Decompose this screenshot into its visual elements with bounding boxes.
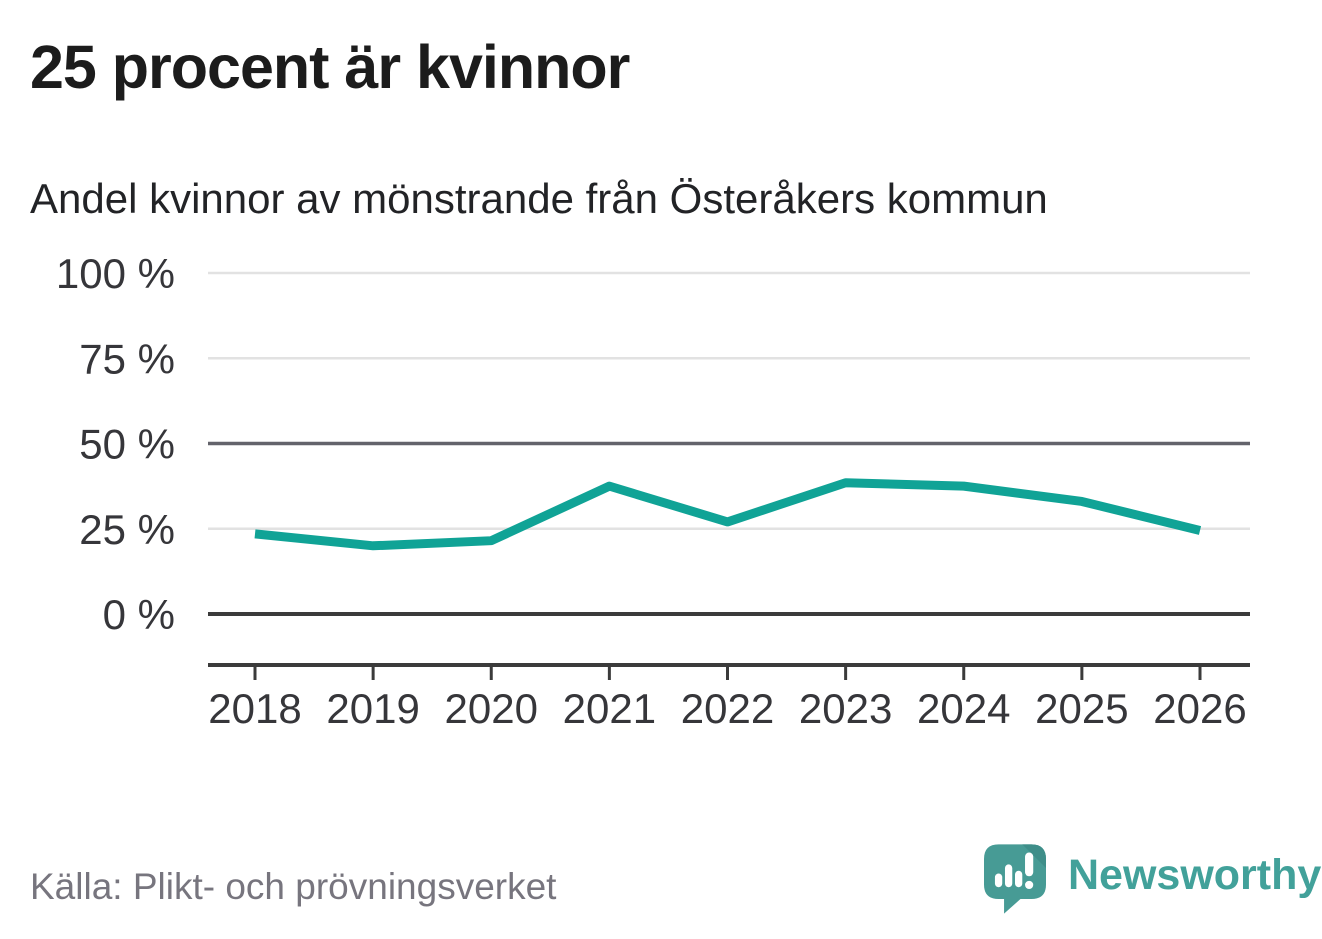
y-tick-label: 75 % <box>79 335 175 382</box>
x-tick-label: 2022 <box>681 685 774 732</box>
y-tick-label: 100 % <box>56 250 175 297</box>
y-tick-label: 0 % <box>103 591 175 638</box>
source-text: Källa: Plikt- och prövningsverket <box>30 866 557 907</box>
newsworthy-logo: Newsworthy <box>984 844 1321 914</box>
newsworthy-logo-icon <box>984 844 1046 914</box>
chart-subtitle: Andel kvinnor av mönstrande från Österåk… <box>30 175 1048 222</box>
x-tick-label: 2018 <box>208 685 301 732</box>
x-tick-label: 2023 <box>799 685 892 732</box>
y-tick-label: 50 % <box>79 421 175 468</box>
x-tick-label: 2024 <box>917 685 1010 732</box>
y-tick-label: 25 % <box>79 506 175 553</box>
x-tick-label: 2019 <box>326 685 419 732</box>
page-title: 25 procent är kvinnor <box>30 33 630 101</box>
x-tick-label: 2025 <box>1035 685 1128 732</box>
x-tick-label: 2021 <box>563 685 656 732</box>
newsworthy-logo-text: Newsworthy <box>1068 850 1322 899</box>
x-tick-label: 2026 <box>1153 685 1246 732</box>
data-line <box>254 478 1202 551</box>
x-tick-label: 2020 <box>445 685 538 732</box>
